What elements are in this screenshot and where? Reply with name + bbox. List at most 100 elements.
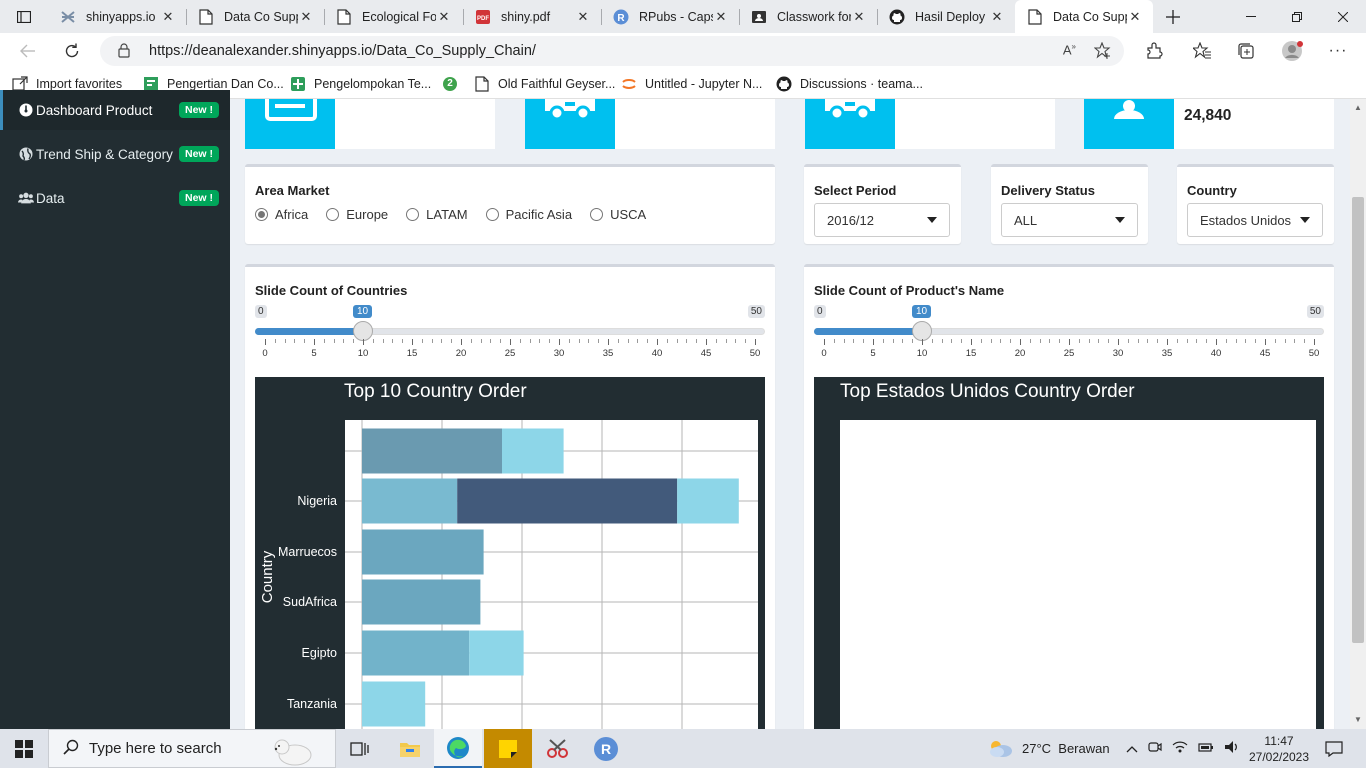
radio-europe[interactable]: Europe: [326, 207, 388, 222]
bar-segment[interactable]: [362, 630, 470, 676]
windows-start-icon[interactable]: [0, 729, 48, 768]
scroll-down-icon[interactable]: ▼: [1354, 714, 1362, 724]
new-tab-button[interactable]: [1150, 0, 1196, 33]
weather-widget[interactable]: 27°C Berawan: [986, 729, 1110, 768]
refresh-button[interactable]: [54, 33, 90, 69]
radio-dot[interactable]: [406, 208, 420, 221]
settings-more-icon[interactable]: ···: [1328, 42, 1348, 59]
slider-handle[interactable]: [912, 321, 932, 341]
volume-icon[interactable]: [1224, 740, 1240, 757]
lock-icon[interactable]: [118, 43, 130, 61]
close-icon[interactable]: ✕: [300, 8, 312, 24]
slider-tick: [755, 339, 756, 345]
notifications-icon[interactable]: [1310, 729, 1358, 768]
bar-segment[interactable]: [362, 428, 502, 474]
delivery-status-select[interactable]: ALL: [1001, 203, 1138, 237]
edge-browser-icon[interactable]: [434, 729, 482, 768]
scrollbar-thumb[interactable]: [1352, 197, 1364, 643]
clock[interactable]: 11:47 27/02/2023: [1246, 729, 1312, 768]
close-icon[interactable]: ✕: [577, 8, 589, 24]
slider-tick: [637, 339, 639, 343]
bookmark-item[interactable]: Import favorites: [12, 69, 122, 99]
wifi-icon[interactable]: [1172, 740, 1188, 757]
radio-label: USCA: [610, 207, 647, 222]
products-count-slider[interactable]: 0 50 10 0 5 10 15 20 25 30 35 40 45 50: [814, 303, 1324, 359]
snipping-tool-icon[interactable]: [534, 729, 582, 768]
bookmark-item[interactable]: Old Faithful Geyser...: [474, 69, 615, 99]
close-icon[interactable]: ✕: [991, 8, 1003, 24]
sticky-notes-icon[interactable]: [484, 729, 532, 768]
bar-segment[interactable]: [677, 478, 739, 524]
slider-tick: [1069, 339, 1070, 345]
task-view-icon[interactable]: [336, 729, 384, 768]
slider-tick: [833, 339, 835, 343]
chevron-up-icon[interactable]: [1126, 741, 1138, 756]
close-icon[interactable]: ✕: [853, 8, 865, 24]
bar-segment[interactable]: [362, 579, 481, 625]
chevron-down-icon: [927, 217, 937, 223]
bar-segment[interactable]: [457, 478, 678, 524]
favorites-icon[interactable]: [1184, 33, 1220, 69]
bar-segment[interactable]: [362, 681, 426, 727]
close-icon[interactable]: ✕: [438, 8, 450, 24]
read-aloud-icon[interactable]: A»: [1062, 42, 1076, 58]
browser-tab[interactable]: Hasil Deploy ✕: [877, 0, 1015, 33]
bookmark-item[interactable]: Pengelompokan Te...: [290, 69, 431, 99]
sidebar-item-data[interactable]: Data New !: [0, 178, 230, 218]
browser-tab[interactable]: R RPubs - Caps ✕: [601, 0, 739, 33]
taskbar-search-box[interactable]: Type here to search: [48, 729, 336, 768]
minimize-button[interactable]: [1228, 0, 1274, 33]
page-scrollbar[interactable]: ▲ ▼: [1350, 99, 1366, 729]
bar-segment[interactable]: [362, 478, 458, 524]
bar-segment[interactable]: [469, 630, 524, 676]
radio-usca[interactable]: USCA: [590, 207, 646, 222]
tab-actions-icon[interactable]: [0, 0, 48, 33]
radio-dot[interactable]: [485, 208, 499, 221]
radio-latam[interactable]: LATAM: [406, 207, 468, 222]
browser-tab[interactable]: shinyapps.io ✕: [48, 0, 186, 33]
slider-tick: [608, 339, 609, 345]
restore-button[interactable]: [1274, 0, 1320, 33]
scroll-up-icon[interactable]: ▲: [1354, 102, 1362, 112]
radio-dot[interactable]: [255, 208, 268, 221]
slider-tick: [353, 339, 355, 343]
close-icon[interactable]: ✕: [162, 8, 174, 24]
close-icon[interactable]: ✕: [715, 8, 727, 24]
slider-tick-label: 35: [1161, 348, 1173, 359]
bookmark-item[interactable]: Untitled - Jupyter N...: [621, 69, 762, 99]
slider-tick: [461, 339, 462, 345]
countries-count-slider[interactable]: 0 50 10 0 5 10 15 20 25 30 35 40 45 50: [255, 303, 765, 359]
browser-tab[interactable]: Data Co Supp ✕: [1015, 0, 1153, 33]
profile-avatar[interactable]: [1274, 33, 1310, 69]
r-app-icon[interactable]: R: [582, 729, 630, 768]
country-box: Country Estados Unidos: [1177, 164, 1334, 244]
bar-segment[interactable]: [362, 529, 484, 575]
slider-handle[interactable]: [353, 321, 373, 341]
country-select[interactable]: Estados Unidos: [1187, 203, 1323, 237]
meet-now-icon[interactable]: [1148, 740, 1162, 757]
bookmark-item[interactable]: Pengertian Dan Co...: [143, 69, 284, 99]
radio-dot[interactable]: [326, 208, 340, 221]
url-field[interactable]: https://deanalexander.shinyapps.io/Data_…: [100, 36, 1124, 66]
bookmark-item[interactable]: 2: [442, 69, 466, 99]
sidebar-item-dashboard-product[interactable]: Dashboard Product New !: [0, 90, 230, 130]
bookmark-item[interactable]: Discussions · teama...: [776, 69, 923, 99]
close-icon[interactable]: ✕: [1129, 8, 1141, 24]
close-window-button[interactable]: [1320, 0, 1366, 33]
bar-segment[interactable]: [502, 428, 564, 474]
browser-tab[interactable]: PDF shiny.pdf ✕: [463, 0, 601, 33]
sidebar-item-trend-ship-category[interactable]: Trend Ship & Category New !: [0, 134, 230, 174]
browser-tab[interactable]: Classwork for ✕: [739, 0, 877, 33]
browser-tab[interactable]: Data Co Supp ✕: [186, 0, 324, 33]
back-button[interactable]: [10, 33, 46, 69]
battery-icon[interactable]: [1198, 741, 1214, 756]
radio-pacific-asia[interactable]: Pacific Asia: [485, 207, 572, 222]
period-select[interactable]: 2016/12: [814, 203, 950, 237]
radio-africa[interactable]: Africa: [255, 207, 308, 222]
collections-icon[interactable]: [1228, 33, 1264, 69]
add-favorite-icon[interactable]: [1093, 41, 1112, 63]
extensions-icon[interactable]: [1136, 33, 1172, 69]
file-explorer-icon[interactable]: [386, 729, 434, 768]
browser-tab[interactable]: Ecological Fo ✕: [324, 0, 462, 33]
radio-dot[interactable]: [590, 208, 604, 221]
